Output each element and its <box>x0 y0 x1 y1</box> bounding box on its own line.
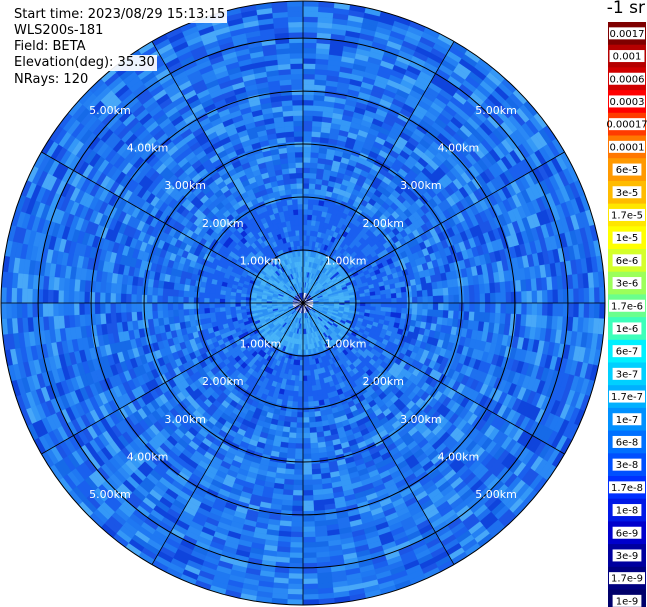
range-label-1-2: 1.00km <box>240 338 282 351</box>
colorbar-label-bg-11 <box>612 277 642 290</box>
colorbar-label-bg-21 <box>612 504 642 517</box>
colorbar-label-7: 3e-5 <box>616 188 639 199</box>
elevation-label: Elevation(deg): 35.30 <box>12 55 157 71</box>
colorbar-label-bg-4 <box>609 118 645 131</box>
colorbar-label-bg-18 <box>612 435 642 448</box>
spoke-330 <box>151 41 304 304</box>
range-label-2-2: 2.00km <box>202 375 244 388</box>
spoke-30 <box>302 41 455 304</box>
colorbar-label-bg-10 <box>612 254 642 267</box>
spoke-60 <box>302 151 565 304</box>
colorbar-label-bg-17 <box>612 413 642 426</box>
range-label-3-2: 3.00km <box>164 413 206 426</box>
colorbar-label-20: 1.7e-8 <box>611 483 643 494</box>
colorbar-label-16: 1.7e-7 <box>611 392 643 403</box>
spoke-210 <box>151 302 304 565</box>
colorbar-label-18: 6e-8 <box>616 437 639 448</box>
range-label-2-0: 2.00km <box>202 217 244 230</box>
range-label-3-3: 3.00km <box>400 413 442 426</box>
colorbar-label-bg-15 <box>612 367 642 380</box>
colorbar-label-24: 1.7e-9 <box>611 574 643 585</box>
instrument-label: WLS200s-181 <box>12 23 106 39</box>
spoke-240 <box>41 302 304 455</box>
range-label-2-1: 2.00km <box>362 217 404 230</box>
range-label-4-1: 4.00km <box>438 142 480 155</box>
range-label-2-3: 2.00km <box>362 375 404 388</box>
colorbar-label-11: 3e-6 <box>616 279 639 290</box>
spoke-120 <box>302 302 565 455</box>
field-label: Field: BETA <box>12 39 88 55</box>
colorbar-label-15: 3e-7 <box>616 369 639 380</box>
colorbar-label-12: 1.7e-6 <box>611 301 643 312</box>
range-label-4-0: 4.00km <box>127 142 169 155</box>
colorbar-label-13: 1e-6 <box>616 324 639 335</box>
range-label-3-0: 3.00km <box>164 179 206 192</box>
spoke-150 <box>302 302 455 565</box>
colorbar-label-4: 0.00017 <box>606 120 647 131</box>
colorbar-label-2: 0.0006 <box>610 74 645 85</box>
colorbar-label-5: 0.0001 <box>610 142 645 153</box>
range-label-1-1: 1.00km <box>325 254 367 267</box>
colorbar-label-10: 6e-6 <box>616 256 639 267</box>
colorbar-label-bg-16 <box>609 390 645 403</box>
colorbar-label-bg-5 <box>609 140 645 153</box>
colorbar-label-bg-24 <box>609 572 645 585</box>
colorbar-label-9: 1e-5 <box>616 233 639 244</box>
colorbar-label-6: 6e-5 <box>616 165 639 176</box>
colorbar-label-bg-22 <box>612 526 642 539</box>
colorbar-label-1: 0.001 <box>613 52 642 63</box>
colorbar-label-0: 0.0017 <box>610 29 645 40</box>
colorbar-label-19: 3e-8 <box>616 460 639 471</box>
colorbar-label-bg-0 <box>609 27 645 40</box>
colorbar-label-25: 1e-9 <box>616 596 639 607</box>
ppi-field <box>0 0 606 606</box>
range-label-3-1: 3.00km <box>400 179 442 192</box>
range-label-4-2: 4.00km <box>127 450 169 463</box>
colorbar-label-bg-3 <box>609 95 645 108</box>
colorbar-unit-label: -1 sr <box>606 0 645 18</box>
colorbar-label-8: 1.7e-5 <box>611 210 643 221</box>
range-label-5-2: 5.00km <box>89 488 131 501</box>
colorbar-label-bg-25 <box>612 594 642 607</box>
range-label-1-0: 1.00km <box>240 254 282 267</box>
colorbar-label-bg-2 <box>609 72 645 85</box>
range-label-5-0: 5.00km <box>89 104 131 117</box>
colorbar-label-bg-7 <box>612 186 642 199</box>
spoke-300 <box>41 151 304 304</box>
colorbar-label-bg-9 <box>612 231 642 244</box>
colorbar-label-17: 1e-7 <box>616 415 639 426</box>
colorbar-label-bg-20 <box>609 481 645 494</box>
colorbar-label-bg-8 <box>609 208 645 221</box>
range-label-4-3: 4.00km <box>438 450 480 463</box>
colorbar-label-bg-23 <box>612 549 642 562</box>
colorbar-label-bg-19 <box>612 458 642 471</box>
colorbar-label-bg-13 <box>612 322 642 335</box>
colorbar-label-14: 6e-7 <box>616 347 639 358</box>
colorbar-label-21: 1e-8 <box>616 506 639 517</box>
colorbar-label-bg-1 <box>609 50 645 63</box>
start-time-label: Start time: 2023/08/29 15:13:15 <box>12 7 228 23</box>
colorbar-label-bg-12 <box>609 299 645 312</box>
range-label-1-3: 1.00km <box>325 338 367 351</box>
nrays-label: NRays: 120 <box>12 72 91 88</box>
colorbar-label-bg-14 <box>612 345 642 358</box>
colorbar-label-bg-6 <box>612 163 642 176</box>
colorbar-label-23: 3e-9 <box>616 551 639 562</box>
colorbar-label-22: 6e-9 <box>616 528 639 539</box>
range-label-5-1: 5.00km <box>475 104 517 117</box>
colorbar-label-3: 0.0003 <box>610 97 645 108</box>
range-label-5-3: 5.00km <box>475 488 517 501</box>
